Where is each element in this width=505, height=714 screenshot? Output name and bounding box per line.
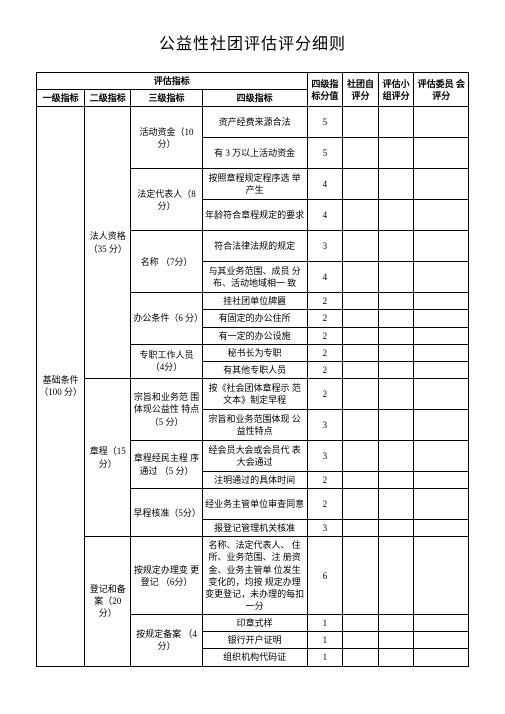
score-cell: 2 xyxy=(307,489,343,520)
score-cell: 2 xyxy=(307,378,343,409)
score-cell: 3 xyxy=(307,520,343,537)
score-cell: 2 xyxy=(307,327,343,344)
lvl4-cell: 有固定的办公住所 xyxy=(202,310,307,327)
lvl3-cell: 按规定办理变 更登记 （6分） xyxy=(131,537,202,615)
lvl4-cell: 符合法律法规的规定 xyxy=(202,231,307,262)
lvl3-cell: 早程核准（5分） xyxy=(131,489,202,537)
lvl3-cell: 活动资金（10 分） xyxy=(131,107,202,169)
lvl1-cell: 基础条件（100 分） xyxy=(37,107,85,666)
score-cell: 2 xyxy=(307,310,343,327)
score-cell: 4 xyxy=(307,169,343,200)
lvl4-cell: 与其业务范围、成员 分布、活动地域相一 致 xyxy=(202,262,307,293)
lvl4-cell: 按《社会团体章程示 范文本》制定早程 xyxy=(202,378,307,409)
score-cell: 2 xyxy=(307,361,343,378)
lvl2-cell: 章程（15 分） xyxy=(85,378,131,536)
page-title: 公益性社团评估评分细则 xyxy=(36,30,469,54)
score-cell: 5 xyxy=(307,107,343,138)
lvl4-cell: 资产经费来源合法 xyxy=(202,107,307,138)
lvl4-cell: 宗旨和业务范围体现 公益性特点 xyxy=(202,409,307,440)
score-cell: 6 xyxy=(307,537,343,615)
lvl4-cell: 按照章程规定程序选 举产生 xyxy=(202,169,307,200)
lvl3-cell: 法定代表人（8 分） xyxy=(131,169,202,231)
col-committee: 评估委员 会评分 xyxy=(414,73,469,107)
lvl4-cell: 注明通过的具体时间 xyxy=(202,471,307,488)
lvl2-cell: 登记和备案（20 分） xyxy=(85,537,131,666)
lvl4-cell: 秘书长为专职 xyxy=(202,344,307,361)
table-row: 章程（15 分） 宗旨和业务范 围体现公益性 特点（5 分） 按《社会团体章程示… xyxy=(37,378,469,409)
lvl4-cell: 报登记管理机关核准 xyxy=(202,520,307,537)
col-l3: 三级指标 xyxy=(131,90,202,107)
lvl2-cell: 法人资格（35 分） xyxy=(85,107,131,379)
lvl4-cell: 有一定的办公设施 xyxy=(202,327,307,344)
col-score: 四级指 标分值 xyxy=(307,73,343,107)
score-cell: 3 xyxy=(307,231,343,262)
lvl3-cell: 名称 （7分） xyxy=(131,231,202,293)
col-l1: 一级指标 xyxy=(37,90,85,107)
score-cell: 2 xyxy=(307,293,343,310)
score-cell: 4 xyxy=(307,262,343,293)
col-assess: 评估指标 xyxy=(37,73,308,90)
lvl4-cell: 有其他专职人员 xyxy=(202,361,307,378)
col-l2: 二级指标 xyxy=(85,90,131,107)
lvl3-cell: 宗旨和业务范 围体现公益性 特点（5 分） xyxy=(131,378,202,440)
lvl4-cell: 印章式样 xyxy=(202,615,307,632)
score-cell: 2 xyxy=(307,471,343,488)
lvl4-cell: 组织机构代码证 xyxy=(202,649,307,666)
lvl4-cell: 经会员大会或会员代 表大会通过 xyxy=(202,440,307,471)
lvl3-cell: 办公条件（6 分） xyxy=(131,293,202,344)
score-cell: 1 xyxy=(307,615,343,632)
score-cell: 1 xyxy=(307,632,343,649)
score-cell: 1 xyxy=(307,649,343,666)
table-row: 基础条件（100 分） 法人资格（35 分） 活动资金（10 分） 资产经费来源… xyxy=(37,107,469,138)
lvl4-cell: 经业务主管单位审查同意 xyxy=(202,489,307,520)
scoring-table: 评估指标 四级指 标分值 社团自评分 评估小组评分 评估委员 会评分 一级指标 … xyxy=(36,72,469,667)
lvl4-cell: 年龄符合章程规定的要求 xyxy=(202,200,307,231)
col-group: 评估小组评分 xyxy=(378,73,414,107)
score-cell: 2 xyxy=(307,344,343,361)
lvl3-cell: 章程经民主程 序通过 （5 分） xyxy=(131,440,202,488)
score-cell: 4 xyxy=(307,200,343,231)
score-cell: 5 xyxy=(307,138,343,169)
lvl3-cell: 按规定备案 （4分） xyxy=(131,615,202,666)
lvl4-cell: 银行开户证明 xyxy=(202,632,307,649)
score-cell: 3 xyxy=(307,409,343,440)
table-header-row: 评估指标 四级指 标分值 社团自评分 评估小组评分 评估委员 会评分 xyxy=(37,73,469,90)
col-l4: 四级指标 xyxy=(202,90,307,107)
col-self: 社团自评分 xyxy=(343,73,379,107)
table-row: 登记和备案（20 分） 按规定办理变 更登记 （6分） 名称、法定代表人、 住所… xyxy=(37,537,469,615)
lvl4-cell: 名称、法定代表人、 住所、业务范围、注 册资金、业务主管单 位发生变化的，均按 … xyxy=(202,537,307,615)
score-cell: 3 xyxy=(307,440,343,471)
lvl4-cell: 挂社团单位牌匾 xyxy=(202,293,307,310)
lvl3-cell: 专职工作人员 （4分） xyxy=(131,344,202,378)
lvl4-cell: 有 3 万以上活动资金 xyxy=(202,138,307,169)
